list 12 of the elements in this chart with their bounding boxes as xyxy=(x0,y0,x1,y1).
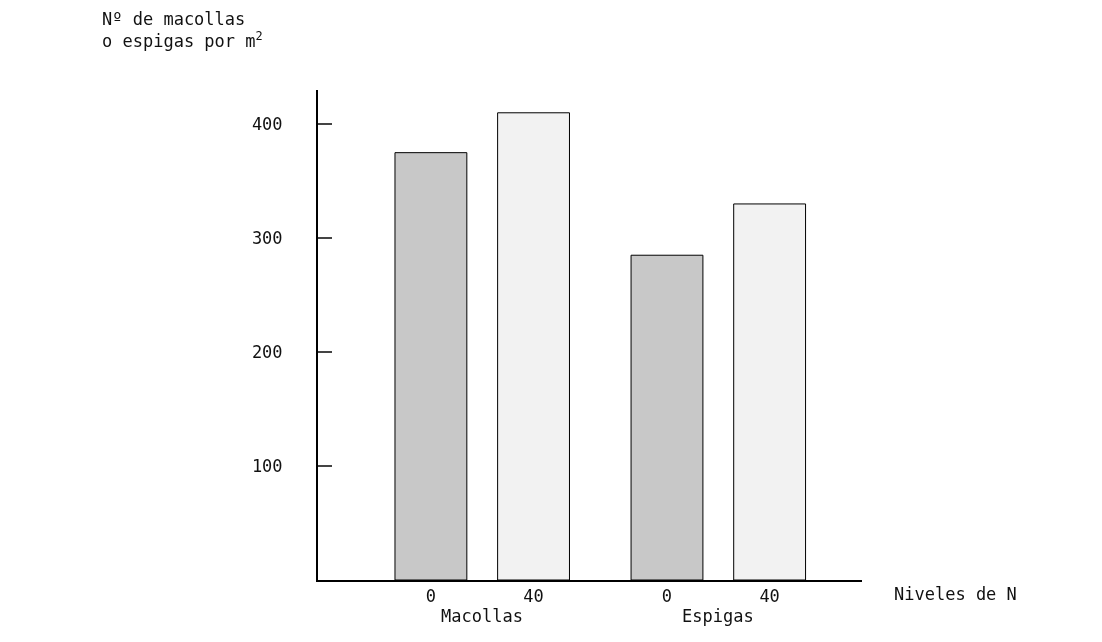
x-tick-label: 0 xyxy=(425,586,437,607)
text: Macollas xyxy=(441,606,523,626)
x-tick-label: 40 xyxy=(759,586,780,607)
y-tick-label: 100 xyxy=(251,456,283,476)
x-tick-label: 40 xyxy=(523,586,544,607)
text: Espigas xyxy=(682,606,754,626)
y-tick-label: 200 xyxy=(251,342,283,363)
x-tick-label: 0 xyxy=(661,586,673,607)
y-tick-label: 300 xyxy=(251,228,283,249)
y-axis-title: Nº de macollas o espigas por m$^{2}$ xyxy=(102,9,263,52)
y-tick-label: 400 xyxy=(251,114,283,135)
x-axis-title: Niveles de N xyxy=(894,584,1017,604)
